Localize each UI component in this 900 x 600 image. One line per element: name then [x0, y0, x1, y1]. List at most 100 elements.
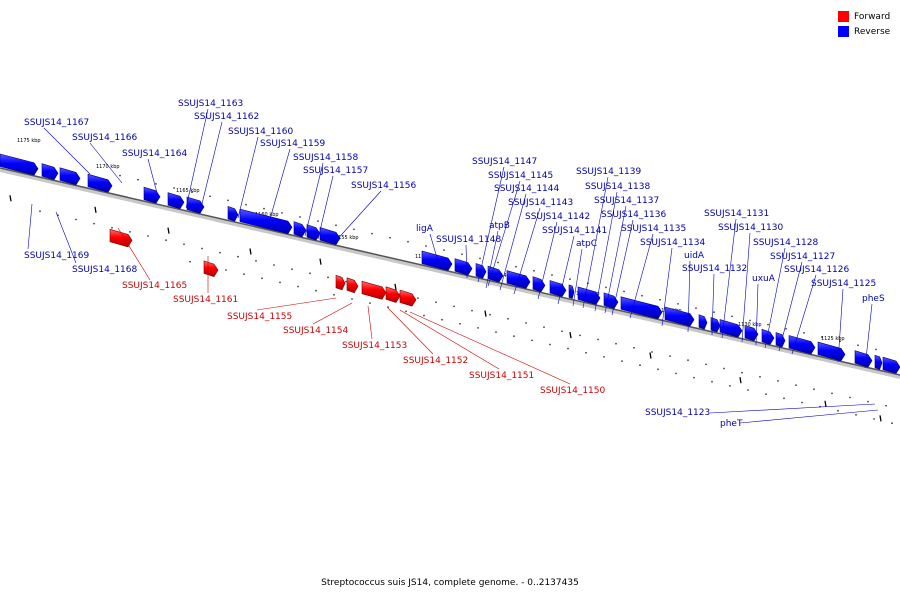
scale-dot	[605, 286, 607, 289]
gene-block	[421, 250, 453, 271]
scale-dot	[495, 331, 497, 333]
scale-dot	[351, 298, 353, 300]
scale-dot	[173, 187, 175, 189]
gene-block	[335, 274, 346, 291]
scale-dot	[273, 264, 275, 266]
leader-line	[267, 148, 291, 227]
scale-dot	[281, 212, 283, 214]
gene-block	[620, 296, 663, 320]
leader-line	[499, 193, 527, 291]
scale-dot	[731, 315, 733, 318]
leader-line	[513, 207, 541, 295]
scale-dot	[441, 318, 443, 321]
scale-dot	[369, 302, 371, 304]
leader-line	[711, 273, 715, 336]
gene-label: SSUJS14_1128	[753, 238, 819, 248]
leader-line	[477, 166, 505, 283]
leader-line	[721, 218, 737, 339]
gene-block	[167, 192, 185, 210]
scale-dot	[693, 376, 695, 379]
legend-reverse-swatch	[838, 26, 849, 37]
scale-dot	[309, 272, 311, 275]
scale-label: 1125 kbp	[821, 336, 845, 342]
leader-line	[256, 297, 337, 311]
scale-dot	[443, 249, 445, 252]
gene-label: SSUJS14_1162	[194, 112, 259, 122]
scale-dot	[783, 397, 785, 400]
scale-ticks	[9, 195, 882, 422]
gene-block	[710, 317, 721, 333]
gene-label: SSUJS14_1156	[351, 181, 417, 191]
gene-block	[41, 163, 59, 181]
scale-dot	[713, 311, 715, 314]
scale-dot	[795, 384, 797, 386]
scale-dot	[723, 367, 725, 370]
leader-line	[582, 176, 609, 309]
legend: Forward Reverse	[838, 9, 890, 39]
leader-line	[117, 227, 151, 281]
gene-block	[874, 354, 883, 370]
gene-label: SSUJS14_1143	[508, 198, 573, 208]
leader-line	[485, 230, 499, 289]
leader-line	[864, 303, 873, 369]
scale-dot	[237, 255, 239, 258]
scale-dot	[191, 191, 193, 194]
scale-dot	[549, 343, 551, 346]
scale-dot	[803, 332, 805, 334]
scale-dot	[497, 261, 499, 264]
scale-dot	[353, 228, 355, 231]
scale-dot	[255, 260, 257, 262]
leader-line	[367, 305, 373, 340]
leader-line	[604, 205, 627, 314]
scale-dot	[657, 368, 659, 371]
gene-label: SSUJS14_1159	[260, 139, 326, 149]
scale-dot	[39, 210, 41, 213]
leader-line	[147, 158, 158, 194]
scale-dot	[659, 298, 661, 301]
scale-dot	[279, 281, 281, 284]
legend-reverse: Reverse	[838, 24, 890, 39]
gene-label: SSUJS14_1138	[585, 182, 651, 192]
scale-dot	[567, 347, 569, 350]
gene-block	[487, 265, 504, 283]
gene-labels: SSUJS14_1167 SSUJS14_1166 SSUJS14_1164 SSUJ…	[24, 99, 885, 429]
scale-dot	[777, 380, 779, 382]
scale-dot	[525, 322, 527, 324]
scale-dot	[389, 236, 391, 239]
gene-block	[788, 335, 816, 355]
scale-dot	[315, 289, 317, 292]
gene-block	[59, 167, 81, 186]
scale-dot	[201, 247, 203, 250]
leader-line	[185, 108, 209, 209]
scale-labels: 1175 kbp 1170 kbp 1165 kbp 1160 kbp 1155 kbp…	[17, 138, 845, 342]
scale-tick	[569, 331, 572, 339]
scale-dot	[705, 363, 707, 366]
scale-dot	[297, 285, 299, 288]
scale-label: 1170 kbp	[96, 164, 120, 170]
scale-dot	[641, 294, 643, 297]
scale-dot	[225, 269, 227, 271]
scale-dot	[855, 414, 857, 416]
gene-block	[319, 227, 341, 246]
scale-dot	[831, 392, 833, 395]
scale-dot	[729, 385, 731, 387]
gene-label: SSUJS14_1153	[342, 341, 407, 351]
scale-dot	[711, 380, 713, 383]
gene-label: SSUJS14_1145	[488, 171, 553, 181]
scale-dot	[459, 322, 461, 325]
genome-caption: Streptococcus suis JS14, complete genome…	[321, 578, 579, 588]
gene-label: SSUJS14_1164	[122, 149, 188, 159]
scale-dot	[219, 251, 221, 254]
gene-block	[87, 173, 113, 193]
scale-tick	[249, 248, 252, 255]
scale-dot	[189, 260, 191, 263]
scale-tick	[649, 352, 652, 359]
scale-dot	[837, 409, 839, 412]
scale-dot	[759, 375, 761, 378]
leader-line	[611, 219, 634, 316]
gene-label: ligA	[416, 224, 434, 234]
leader-line	[755, 283, 759, 346]
scale-dot	[477, 327, 479, 329]
genome-backbone	[0, 167, 900, 379]
